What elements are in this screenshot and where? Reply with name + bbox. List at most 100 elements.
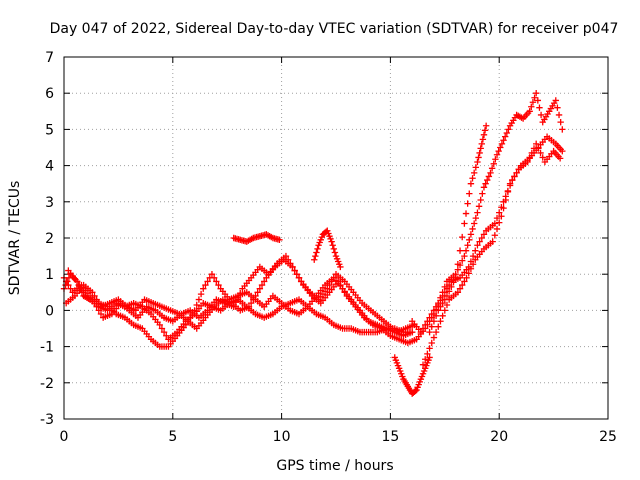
data-point (408, 328, 416, 336)
data-point (454, 261, 462, 268)
data-point (210, 274, 218, 282)
data-point (462, 247, 470, 254)
data-point (256, 285, 264, 292)
data-point (475, 154, 482, 161)
x-tick-label: 10 (273, 429, 291, 445)
data-point (509, 176, 516, 184)
data-point (493, 225, 501, 233)
data-point (469, 225, 476, 233)
data-point (430, 318, 438, 325)
y-tick-label: -1 (40, 340, 54, 356)
data-point (480, 184, 488, 191)
data-point (506, 180, 514, 187)
data-point (208, 271, 216, 278)
data-point (534, 97, 542, 104)
data-point (531, 94, 538, 101)
data-point (470, 169, 478, 177)
data-point (89, 289, 96, 296)
data-point (479, 190, 486, 197)
data-point (234, 294, 242, 301)
data-point (428, 323, 435, 330)
data-point (412, 387, 419, 395)
data-point (459, 233, 466, 241)
y-tick-label: 7 (45, 50, 54, 66)
series-track-11 (426, 122, 490, 336)
data-point (489, 238, 496, 245)
series-track-7 (391, 354, 433, 397)
data-point (501, 133, 509, 140)
data-point (437, 318, 444, 325)
y-tick-label: -2 (40, 376, 54, 392)
x-axis-label: GPS time / hours (276, 458, 393, 474)
data-point (467, 231, 475, 238)
data-point (479, 136, 487, 143)
data-point (193, 301, 200, 309)
data-point (291, 267, 298, 274)
data-point (526, 108, 533, 115)
x-tick-label: 5 (168, 429, 177, 445)
data-point (339, 285, 346, 292)
data-point (480, 231, 488, 238)
data-point (247, 299, 255, 307)
data-point (432, 328, 440, 336)
data-point (78, 285, 85, 292)
data-point (467, 180, 475, 187)
data-point (463, 274, 470, 282)
grid-lines (64, 57, 608, 419)
data-point (535, 145, 542, 152)
data-point (230, 303, 237, 310)
data-point (490, 160, 497, 167)
data-point (476, 238, 483, 245)
data-point (215, 281, 222, 289)
data-point (529, 99, 537, 106)
series-track-4 (65, 252, 420, 347)
data-point (95, 307, 103, 314)
data-point (426, 345, 433, 352)
data-point (466, 236, 473, 244)
data-point (528, 103, 535, 110)
chart-title: Day 047 of 2022, Sidereal Day-to-day VTE… (50, 21, 619, 37)
data-point (559, 147, 566, 155)
series-track-5 (230, 231, 283, 245)
series-track-6 (311, 227, 344, 271)
data-point (498, 213, 505, 220)
data-point (450, 279, 457, 286)
data-point (476, 149, 483, 157)
data-point (334, 278, 342, 285)
data-point (445, 288, 453, 295)
data-point (160, 328, 168, 336)
data-point (284, 256, 292, 263)
data-point (441, 307, 448, 314)
data-point (341, 289, 348, 296)
data-point (312, 252, 319, 260)
data-point (481, 127, 489, 134)
data-point (337, 281, 344, 289)
x-tick-label: 25 (599, 429, 617, 445)
data-point (428, 339, 435, 347)
data-point (497, 144, 504, 151)
y-tick-label: 6 (45, 86, 54, 102)
data-point (330, 274, 338, 282)
plot-frame (63, 56, 609, 420)
data-point (326, 281, 333, 289)
data-point (475, 203, 483, 210)
data-point (331, 249, 339, 256)
data-point (552, 97, 559, 104)
data-point (441, 296, 448, 303)
data-point (528, 149, 536, 157)
data-point (213, 278, 220, 285)
data-point (470, 220, 478, 227)
data-point (426, 354, 433, 361)
data-point (163, 332, 170, 339)
data-point (467, 265, 475, 272)
data-point (91, 292, 98, 300)
data-point (469, 261, 477, 268)
data-point (482, 180, 489, 187)
data-point (437, 303, 444, 310)
data-point (474, 158, 481, 166)
data-point (462, 210, 470, 217)
data-point (504, 188, 512, 196)
data-point (245, 303, 253, 310)
y-tick-label: -3 (40, 412, 54, 428)
